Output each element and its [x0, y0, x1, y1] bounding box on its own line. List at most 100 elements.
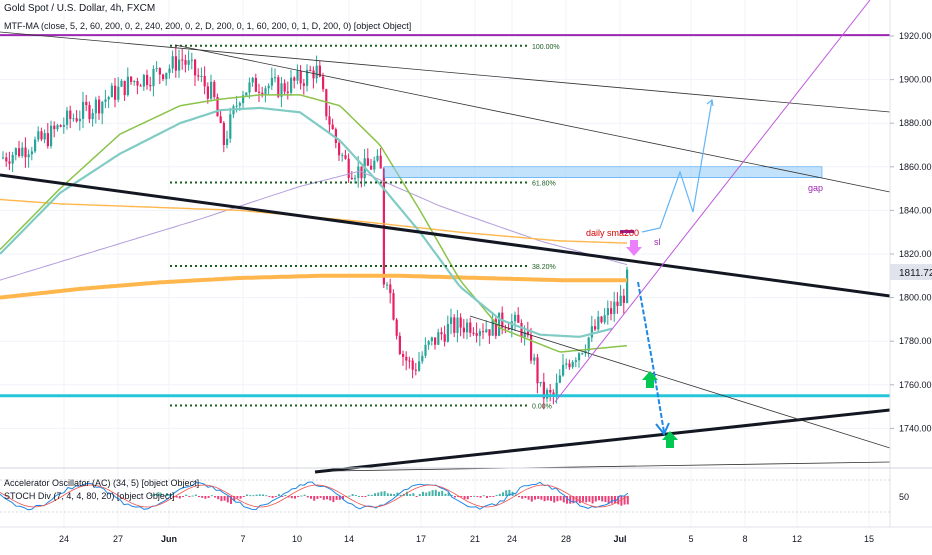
ac-bar	[412, 493, 415, 496]
ac-bar	[518, 496, 520, 498]
candle-body	[354, 178, 357, 180]
candle-body	[184, 60, 187, 65]
ac-bar	[418, 494, 421, 496]
candle-body	[277, 77, 280, 97]
candle-body	[142, 74, 145, 87]
candle-body	[133, 80, 136, 82]
candle-body	[434, 337, 437, 345]
candle-body	[114, 85, 117, 100]
ac-bar	[150, 494, 152, 496]
ac-bar	[335, 496, 338, 500]
ac-bar	[540, 496, 543, 500]
candle-body	[203, 76, 206, 87]
candle-body	[101, 101, 104, 114]
green-up-arrow-2	[662, 431, 678, 448]
ac-bar	[460, 496, 463, 497]
time-tick-label: Jul	[613, 534, 626, 544]
time-tick-label: 5	[688, 534, 693, 544]
candle-body	[558, 375, 561, 383]
ac-bar	[550, 496, 552, 501]
candle-body	[488, 329, 491, 336]
candle-body	[491, 319, 494, 336]
stoch-indicator-label: STOCH Div (7, 4, 4, 80, 20) [object Obje…	[4, 491, 175, 501]
ac-bar	[594, 496, 597, 502]
ac-bar	[393, 493, 396, 496]
ac-bar	[626, 496, 629, 505]
candle-body	[424, 344, 427, 356]
ac-bar	[489, 496, 492, 497]
candle-body	[446, 323, 449, 342]
ac-bar	[348, 495, 351, 497]
candle-body	[82, 101, 85, 119]
ac-bar	[457, 496, 460, 497]
candle-body	[229, 114, 232, 139]
candle-body	[427, 341, 430, 345]
ac-bar	[329, 496, 332, 501]
candle-body	[459, 317, 462, 328]
price-tick-label: 1840.00	[899, 205, 932, 215]
ac-bar	[486, 496, 488, 498]
candle-body	[274, 77, 277, 79]
ac-bar	[556, 496, 559, 502]
candle-body	[530, 335, 533, 361]
candle-body	[590, 326, 593, 338]
candle-body	[296, 71, 299, 81]
ac-bar	[470, 496, 472, 497]
candle-body	[610, 308, 613, 314]
ma-green	[0, 94, 628, 353]
candle-body	[542, 381, 545, 399]
candle-body	[603, 315, 606, 323]
ac-bar	[530, 496, 533, 502]
candle-body	[472, 332, 475, 334]
candle-body	[402, 354, 405, 357]
ac-bar	[428, 491, 431, 496]
price-tick-label: 1880.00	[899, 118, 932, 128]
trendline-channel	[469, 315, 891, 449]
ac-bar	[274, 496, 277, 497]
ac-bar	[351, 494, 354, 496]
ac-bar	[610, 496, 613, 504]
trendline-bottom	[329, 461, 891, 472]
time-tick-label: Jun	[161, 534, 177, 544]
time-tick-label: 21	[470, 534, 480, 544]
ac-bar	[159, 492, 162, 496]
ac-bar	[316, 496, 319, 499]
candle-body	[318, 65, 321, 77]
ac-bar	[319, 496, 322, 498]
candle-body	[565, 363, 568, 365]
sl-label: sl	[654, 237, 661, 247]
ac-bar	[313, 496, 316, 501]
candle-body	[549, 390, 552, 393]
ac-bar	[249, 495, 252, 497]
candle-body	[194, 59, 197, 76]
ac-bar	[562, 496, 565, 503]
candle-body	[78, 118, 81, 122]
ac-bar	[380, 491, 383, 496]
ac-bar	[374, 493, 376, 496]
candle-body	[539, 381, 542, 384]
fib-level-0-label: 0.00%	[532, 404, 552, 411]
candle-body	[350, 177, 353, 179]
fib-level-382-label: 38.20%	[532, 264, 556, 271]
trendline-upper-1	[0, 31, 891, 113]
ac-bar	[425, 492, 428, 496]
candle-body	[251, 77, 254, 83]
ac-bar	[441, 490, 444, 496]
candle-body	[578, 353, 581, 361]
ac-bar	[614, 496, 616, 504]
candle-body	[245, 92, 248, 96]
candle-body	[72, 118, 75, 120]
candle-body	[440, 332, 443, 335]
candle-body	[117, 86, 120, 100]
candle-body	[213, 81, 216, 98]
candle-body	[555, 382, 558, 396]
ac-bar	[505, 490, 508, 496]
candle-body	[309, 69, 312, 71]
ac-bar	[578, 496, 581, 504]
candle-body	[94, 99, 97, 114]
sma-marker	[620, 230, 634, 233]
ac-bar	[450, 494, 453, 496]
ac-bar	[210, 495, 213, 497]
